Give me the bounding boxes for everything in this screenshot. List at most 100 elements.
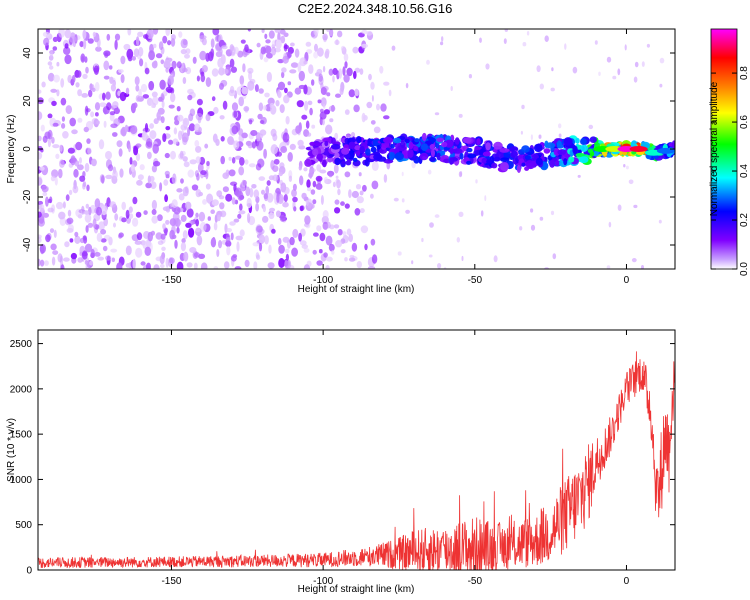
noise-blob bbox=[200, 262, 208, 269]
noise-blob bbox=[299, 240, 307, 246]
noise-blob bbox=[71, 75, 76, 83]
noise-blob bbox=[391, 45, 396, 51]
noise-blob bbox=[52, 250, 59, 256]
noise-blob bbox=[195, 212, 199, 218]
noise-blob bbox=[283, 186, 290, 195]
noise-blob bbox=[239, 203, 243, 211]
ridge-blob bbox=[557, 149, 567, 156]
noise-blob bbox=[334, 199, 340, 205]
noise-blob bbox=[271, 46, 277, 56]
noise-blob bbox=[266, 180, 271, 186]
noise-blob bbox=[282, 132, 290, 143]
ridge-blob bbox=[516, 164, 522, 173]
ridge-blob bbox=[390, 144, 395, 149]
noise-blob bbox=[316, 68, 323, 75]
noise-blob bbox=[247, 212, 251, 224]
noise-blob bbox=[332, 181, 336, 188]
noise-blob bbox=[289, 143, 296, 150]
ridge-blob bbox=[549, 159, 555, 168]
noise-blob bbox=[351, 190, 359, 199]
noise-blob bbox=[186, 208, 194, 218]
noise-blob bbox=[335, 39, 339, 46]
ridge-blob bbox=[376, 145, 381, 150]
noise-blob bbox=[401, 171, 404, 177]
noise-blob bbox=[428, 254, 433, 258]
ridge-blob bbox=[493, 141, 503, 150]
noise-blob bbox=[183, 161, 190, 168]
noise-blob bbox=[180, 49, 187, 55]
noise-blob bbox=[68, 189, 73, 196]
noise-blob bbox=[112, 169, 118, 180]
noise-blob bbox=[317, 47, 324, 57]
noise-blob bbox=[206, 193, 214, 204]
noise-blob bbox=[184, 53, 190, 59]
noise-blob bbox=[196, 75, 200, 82]
noise-blob bbox=[121, 217, 127, 223]
noise-blob bbox=[58, 29, 66, 38]
noise-blob bbox=[342, 231, 347, 237]
noise-blob bbox=[136, 232, 143, 241]
ridge-blob bbox=[383, 137, 393, 144]
noise-blob bbox=[371, 161, 379, 172]
noise-blob bbox=[199, 221, 207, 232]
noise-blob bbox=[287, 152, 293, 162]
noise-blob bbox=[328, 243, 335, 252]
noise-blob bbox=[81, 250, 88, 260]
noise-blob bbox=[134, 240, 142, 245]
noise-blob bbox=[281, 71, 285, 79]
ridge-blob bbox=[436, 137, 444, 142]
noise-blob bbox=[114, 213, 119, 221]
ridge-blob bbox=[579, 156, 589, 164]
noise-blob bbox=[268, 30, 275, 39]
noise-blob bbox=[61, 116, 65, 122]
noise-blob bbox=[69, 238, 74, 243]
noise-blob bbox=[218, 195, 225, 200]
noise-blob bbox=[624, 44, 627, 51]
noise-blob bbox=[383, 81, 390, 86]
noise-blob bbox=[289, 236, 295, 246]
ridge-blob bbox=[365, 148, 371, 156]
noise-blob bbox=[53, 74, 60, 83]
noise-blob bbox=[284, 259, 292, 269]
noise-blob bbox=[251, 141, 257, 149]
noise-blob bbox=[52, 36, 58, 43]
noise-blob bbox=[288, 175, 293, 182]
noise-blob bbox=[277, 81, 286, 91]
noise-blob bbox=[135, 143, 142, 148]
noise-blob bbox=[73, 168, 79, 178]
noise-blob bbox=[256, 225, 263, 233]
noise-blob bbox=[47, 61, 53, 66]
noise-blob bbox=[100, 229, 107, 235]
noise-blob bbox=[265, 45, 272, 54]
noise-blob bbox=[307, 100, 313, 106]
noise-blob bbox=[94, 102, 101, 111]
noise-blob bbox=[239, 75, 245, 85]
noise-blob bbox=[84, 162, 90, 173]
noise-blob bbox=[220, 136, 225, 142]
ridge-blob bbox=[556, 140, 562, 149]
noise-blob bbox=[239, 229, 245, 237]
ridge-blob bbox=[440, 150, 446, 155]
noise-blob bbox=[98, 221, 105, 231]
noise-blob bbox=[322, 221, 329, 230]
noise-blob bbox=[233, 110, 238, 118]
noise-blob bbox=[128, 206, 133, 213]
noise-blob bbox=[153, 60, 158, 66]
noise-blob bbox=[85, 66, 89, 74]
noise-blob bbox=[51, 136, 55, 144]
noise-blob bbox=[356, 196, 364, 204]
snr-plot-frame bbox=[37, 329, 676, 571]
noise-blob bbox=[41, 81, 46, 88]
noise-blob bbox=[118, 148, 123, 157]
noise-blob bbox=[606, 56, 612, 63]
noise-blob bbox=[306, 132, 312, 137]
noise-blob bbox=[75, 141, 83, 151]
noise-blob bbox=[149, 130, 157, 140]
noise-blob bbox=[397, 251, 402, 256]
noise-blob bbox=[162, 223, 166, 230]
noise-blob bbox=[67, 147, 75, 154]
noise-blob bbox=[337, 30, 343, 38]
snr-y-tick-label: 1000 bbox=[10, 475, 33, 486]
noise-blob bbox=[148, 80, 155, 91]
noise-blob bbox=[160, 92, 165, 103]
